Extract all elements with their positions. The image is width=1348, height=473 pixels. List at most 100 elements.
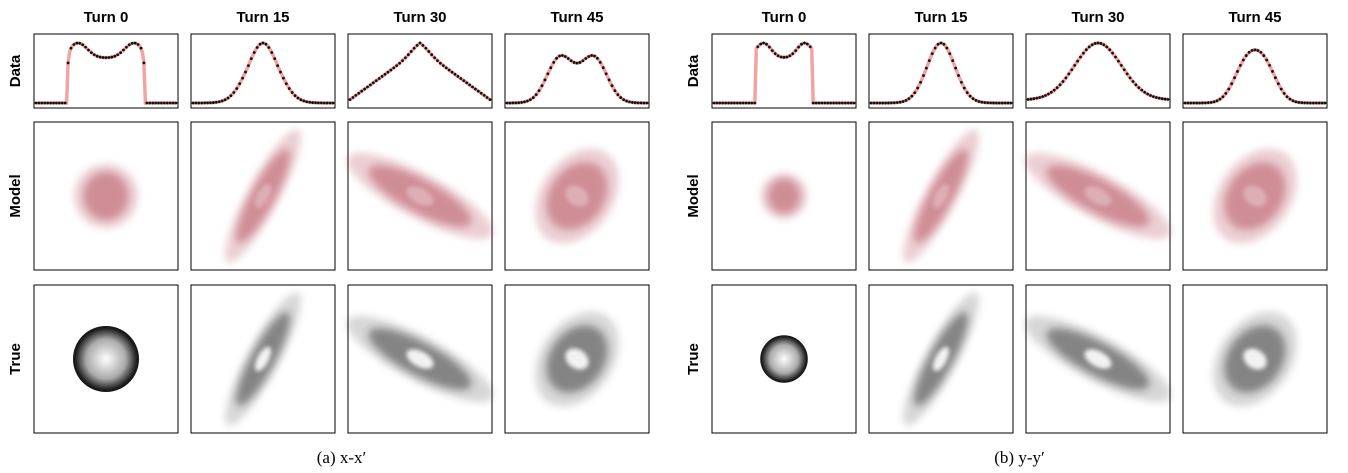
profile-dot: [262, 42, 265, 45]
profile-dot: [285, 82, 288, 85]
profile-dot: [448, 69, 451, 72]
profile-dot: [489, 98, 492, 101]
profile-dot: [570, 59, 573, 62]
profile-dot: [579, 61, 582, 64]
profile-dot: [520, 101, 523, 104]
profile-dot: [637, 101, 640, 104]
profile-dot: [765, 43, 768, 46]
profile-dot: [244, 71, 247, 74]
profile-dot: [46, 102, 49, 105]
profile-dot: [320, 102, 323, 105]
profile-dot: [369, 83, 372, 86]
profile-dot: [349, 98, 352, 101]
profile-dot: [1079, 56, 1082, 59]
profile-dot: [294, 94, 297, 97]
profile-dot: [232, 91, 235, 94]
row-label: Data: [685, 54, 702, 87]
profile-dot: [197, 102, 200, 105]
profile-dot: [1047, 93, 1050, 96]
profile-dot: [788, 54, 791, 57]
profile-dot: [605, 72, 608, 75]
profile-dot: [311, 101, 314, 104]
profile-dot: [241, 77, 244, 80]
profile-dot: [140, 47, 143, 50]
profile-dot: [256, 46, 259, 49]
profile-dot: [567, 57, 570, 60]
profile-dot: [169, 102, 172, 105]
column-title: Turn 0: [762, 9, 807, 26]
profile-dot: [49, 102, 52, 105]
profile-dot: [1010, 102, 1013, 105]
profile-dot: [317, 101, 320, 104]
profile-dot: [38, 102, 41, 105]
profile-dot: [1216, 99, 1219, 102]
profile-dot: [564, 55, 567, 58]
profile-dot: [43, 102, 46, 105]
profile-dot: [1056, 86, 1059, 89]
profile-dot: [1219, 98, 1222, 101]
profile-dot: [905, 99, 908, 102]
profile-dot: [890, 101, 893, 104]
profile-dot: [1030, 98, 1033, 101]
profile-dot: [468, 83, 471, 86]
profile-dot: [209, 101, 212, 104]
profile-dot: [762, 42, 765, 45]
profile-dot: [1007, 102, 1010, 105]
profile-dot: [771, 49, 774, 52]
profile-dot: [1315, 102, 1318, 105]
profile-dot: [963, 87, 966, 90]
profile-dot: [1161, 97, 1164, 100]
profile-dot: [375, 79, 378, 82]
profile-line: [350, 43, 490, 100]
profile-dot: [721, 102, 724, 105]
density-image: [518, 296, 637, 422]
profile-line: [193, 43, 333, 103]
profile-dot: [134, 42, 137, 45]
profile-dot: [878, 102, 881, 105]
profile-dot: [332, 102, 335, 105]
column-title: Turn 30: [1071, 9, 1124, 26]
profile-dot: [546, 72, 549, 75]
profile-dot: [806, 43, 809, 46]
profile-dot: [1111, 52, 1114, 55]
column-title: Turn 30: [393, 9, 446, 26]
profile-dot: [407, 53, 410, 56]
profile-dot: [1318, 102, 1321, 105]
profile-dot: [980, 101, 983, 104]
row-label: Model: [7, 174, 24, 217]
profile-dot: [451, 71, 454, 74]
column-title: Turn 45: [550, 9, 603, 26]
profile-dot: [235, 87, 238, 90]
profile-dot: [590, 54, 593, 57]
profile-dot: [619, 96, 622, 99]
profile-dot: [90, 51, 93, 54]
profile-dot: [1097, 42, 1100, 45]
profile-dot: [945, 47, 948, 50]
profile-dot: [587, 55, 590, 58]
profile-dot: [1073, 64, 1076, 67]
profile-dot: [815, 102, 818, 105]
panel-frame: [34, 34, 178, 108]
profile-dot: [908, 97, 911, 100]
profile-dot: [480, 92, 483, 95]
profile-dot: [442, 64, 445, 67]
profile-dot: [1312, 102, 1315, 105]
profile-dot: [172, 102, 175, 105]
profile-dot: [875, 102, 878, 105]
density-image: [1196, 133, 1315, 259]
profile-dot: [1082, 52, 1085, 55]
profile-dot: [1268, 64, 1271, 67]
profile-dot: [538, 89, 541, 92]
profile-dot: [471, 86, 474, 89]
profile-dot: [93, 53, 96, 56]
profile-dot: [40, 102, 43, 105]
column-title: Turn 15: [914, 9, 967, 26]
panel-frame: [191, 34, 335, 108]
profile-dot: [314, 101, 317, 104]
profile-dot: [1245, 54, 1248, 57]
density-image: [892, 285, 991, 432]
column-title: Turn 15: [236, 9, 289, 26]
profile-dot: [812, 102, 815, 105]
profile-dot: [247, 64, 250, 67]
profile-dot: [1309, 102, 1312, 105]
